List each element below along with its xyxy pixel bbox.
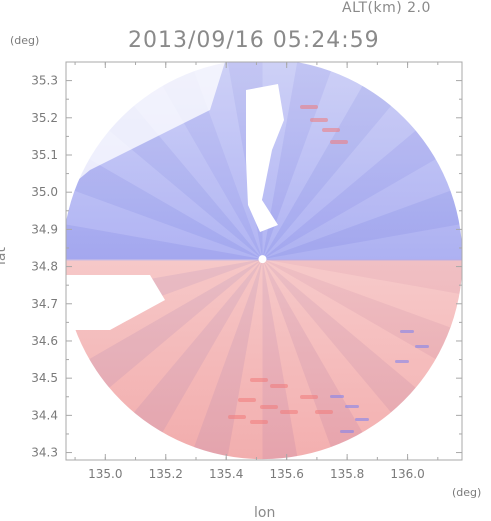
y-tick-label: 35.1 [31,148,58,162]
echo-streak [310,118,328,122]
y-tick-label: 34.4 [31,408,58,422]
x-tick-label: 136.0 [390,467,424,481]
echo-streak [280,410,298,414]
timestamp-title: 2013/09/16 05:24:59 [128,28,380,53]
y-tick-label: 34.8 [31,260,58,274]
y-tick-label: 35.3 [31,74,58,88]
x-tick-label: 135.4 [209,467,243,481]
radar-sector [133,259,263,433]
plot-border [65,61,463,461]
echo-streak [415,345,429,348]
echo-streak [250,420,268,424]
echo-streak [250,378,268,382]
radar-sector [109,105,263,260]
y-tick-label: 34.9 [31,222,58,236]
radar-sector [262,224,462,260]
radar-sector [262,259,451,360]
echo-streak [340,430,354,433]
axis-ticks: 135.0 135.2 135.4 135.6 135.8 136.0 34.3 34.4 34… [31,62,462,481]
radar-sector [194,62,263,260]
radar-sector [262,259,298,460]
x-tick-label: 135.6 [269,467,303,481]
echo-streak [270,384,288,388]
echo-streak [315,410,333,414]
y-tick-label: 34.3 [31,446,58,460]
no-echo-north [246,84,284,232]
y-tick-label: 34.7 [31,297,58,311]
radar-sector [66,224,263,260]
echo-streak [355,418,369,421]
echo-streak [300,395,318,399]
radar-sector [89,130,263,260]
echo-streak [238,398,256,402]
radar-sector [262,105,416,260]
radar-sector [109,259,263,413]
y-tick-label: 35.0 [31,185,58,199]
echo-streak [300,105,318,109]
radar-sector [262,62,331,260]
echo-streak [345,405,359,408]
plot-frame [65,61,463,461]
radar-sector [262,259,331,457]
radar-sector [262,259,416,413]
y-tick-label: 35.2 [31,111,58,125]
radar-echo-field [66,62,462,460]
echo-streak [330,395,344,398]
y-unit-label: (deg) [10,34,40,47]
x-tick-label: 135.8 [330,467,364,481]
echo-streak [260,405,278,409]
radar-site [258,255,267,264]
radar-sector [89,259,263,388]
x-tick-label: 135.0 [88,467,122,481]
radar-sector [262,259,436,388]
echo-streak [395,360,409,363]
x-axis-label: lon [254,505,276,521]
radar-sector [74,159,263,260]
radar-sector [74,259,263,360]
radar-sector [262,259,460,328]
echo-streak [322,128,340,132]
y-tick-label: 34.5 [31,371,58,385]
radar-sector [262,259,392,433]
x-unit-label: (deg) [452,486,482,499]
echo-streak [228,415,246,419]
radar-sector [262,130,436,260]
altitude-label: ALT(km) 2.0 [342,0,431,16]
radar-sector [194,259,263,457]
x-tick-label: 135.2 [149,467,183,481]
echo-streak [330,140,348,144]
no-echo-northwest [66,62,225,190]
radar-sector [162,259,263,448]
radar-sector [262,85,392,260]
radar-sector [262,159,451,260]
y-tick-label: 34.6 [31,334,58,348]
no-echo-west [66,275,165,330]
radar-sector [262,259,363,448]
echo-streak [400,330,414,333]
radar-sector [262,190,460,260]
radar-sector [227,259,263,460]
radar-sector [262,71,363,260]
radar-sector [66,190,263,260]
radar-sector [262,259,462,294]
radar-sector [66,259,263,294]
